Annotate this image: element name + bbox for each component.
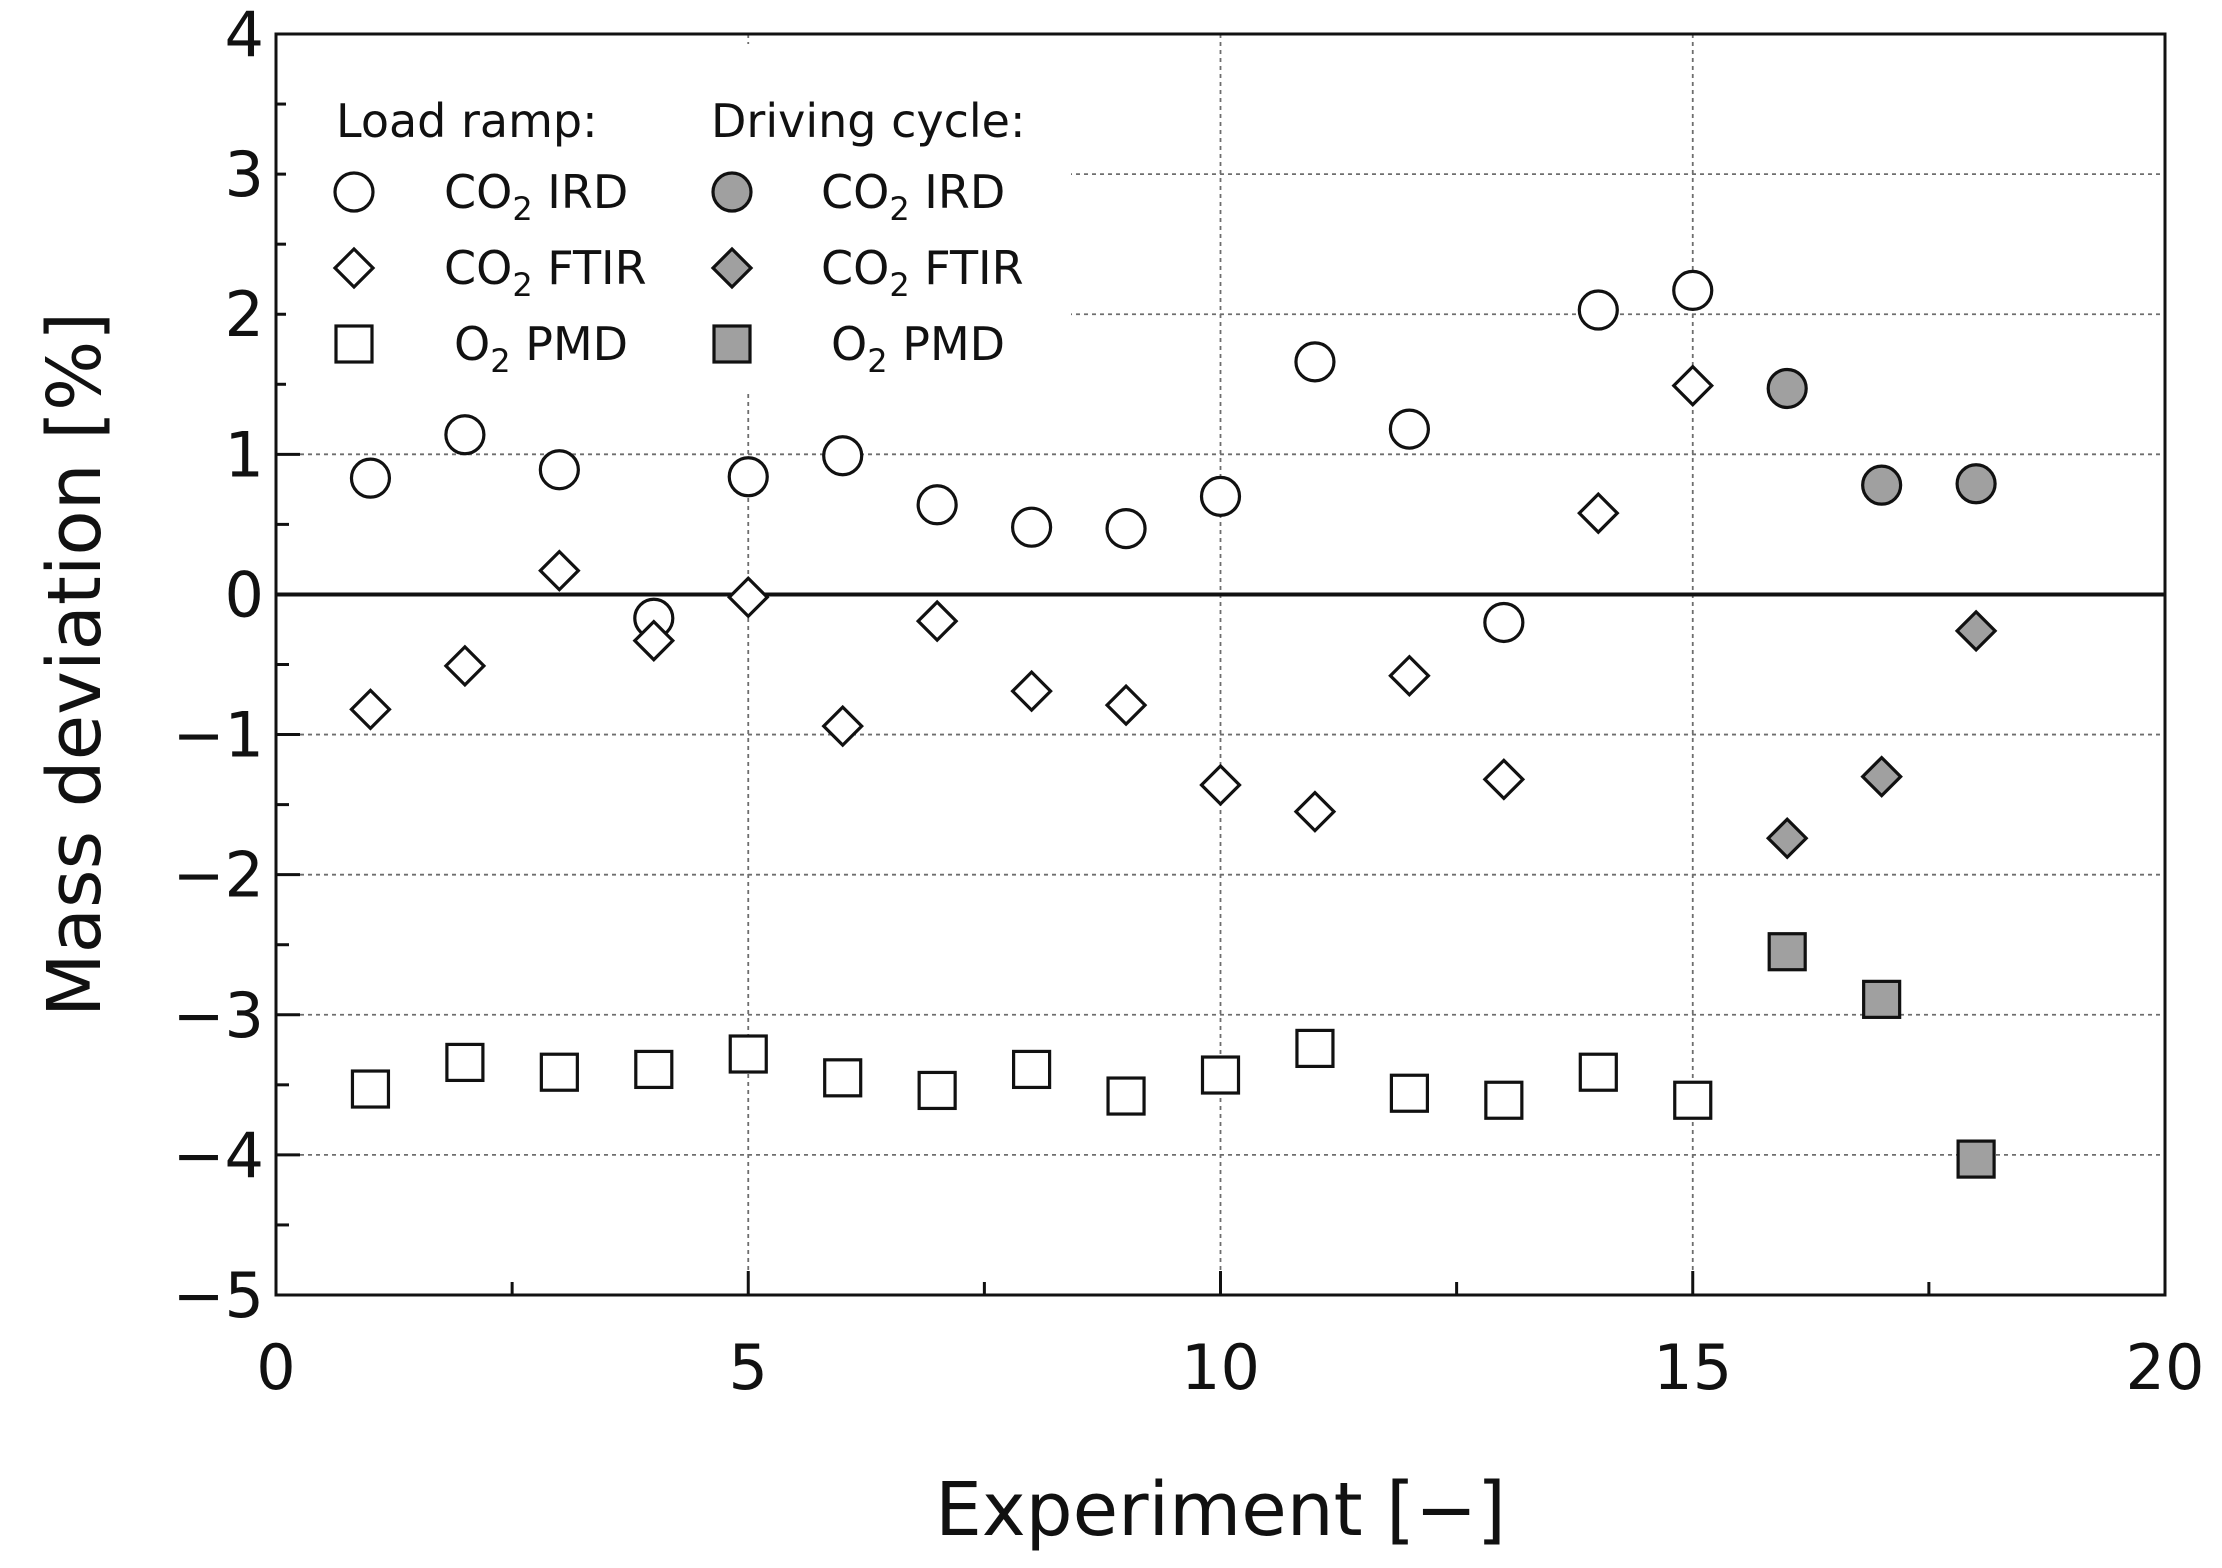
lr_co2_ird-point [1483, 601, 1525, 644]
legend-group-title: Load ramp: [336, 94, 598, 148]
lr_co2_ird-point [1294, 341, 1336, 383]
lr_o2_pmd-point [445, 1042, 485, 1083]
x-tick-label: 10 [1181, 1331, 1260, 1404]
lr_co2_ird-point [349, 457, 392, 499]
lr_co2_ftir-point [349, 688, 392, 731]
lr_o2_pmd-point [1484, 1080, 1524, 1120]
lr_co2_ird-point [1388, 408, 1431, 450]
axis-ticks [274, 32, 2167, 1297]
legend-marker-icon [334, 324, 374, 364]
y-tick-label: −3 [173, 979, 264, 1052]
dc_o2_pmd-point [1956, 1139, 1996, 1179]
lr_co2_ird-point [1672, 269, 1714, 312]
lr_o2_pmd-point [539, 1052, 579, 1092]
lr_co2_ftir-point [1388, 654, 1431, 697]
y-tick-label: −5 [173, 1259, 264, 1332]
legend-marker-icon [333, 171, 375, 213]
lr_co2_ird-point [822, 435, 864, 477]
dc_co2_ftir-point [1765, 816, 1809, 860]
legend-label: CO2 IRD [444, 165, 628, 228]
lr_co2_ird-point [916, 484, 958, 526]
data-markers [349, 269, 1998, 1179]
legend-group-title: Driving cycle: [711, 94, 1025, 148]
lr_co2_ftir-point [1104, 683, 1148, 727]
dc_co2_ird-point [1766, 367, 1808, 410]
lr_co2_ird-point [538, 449, 580, 491]
lr_co2_ftir-point [1293, 790, 1337, 833]
x-tick-label: 5 [729, 1331, 768, 1404]
lr_o2_pmd-point [917, 1070, 957, 1111]
lr_co2_ftir-point [1010, 669, 1053, 713]
lr_o2_pmd-point [1106, 1076, 1146, 1116]
lr_co2_ftir-point [726, 575, 770, 619]
x-tick-label: 20 [2126, 1331, 2205, 1404]
legend: Load ramp: Driving cycle: CO2 IRD CO2 FTIR O… [286, 44, 1071, 390]
y-tick-label: 3 [225, 138, 264, 211]
lr_o2_pmd-point [1578, 1052, 1618, 1092]
lr_co2_ird-point [444, 414, 486, 456]
legend-marker-icon [712, 324, 752, 364]
lr_co2_ird-point [1199, 475, 1242, 517]
legend-label: O2 PMD [831, 317, 1005, 380]
lr_o2_pmd-point [823, 1058, 863, 1098]
lr_co2_ftir-point [443, 644, 487, 688]
y-tick-label: 2 [225, 278, 264, 351]
dc_co2_ird-point [1861, 464, 1903, 506]
dc_co2_ird-point [1955, 463, 1997, 505]
lr_co2_ftir-point [1482, 758, 1526, 801]
dc_co2_ftir-point [1954, 609, 1998, 653]
y-tick-label: −2 [173, 839, 264, 912]
lr_co2_ird-point [727, 456, 769, 498]
lr_co2_ftir-point [632, 619, 676, 662]
legend-background [286, 44, 1071, 390]
lr_o2_pmd-point [1200, 1055, 1241, 1095]
x-axis-title: Experiment [−] [935, 1467, 1506, 1553]
lr_co2_ird-point [1105, 507, 1147, 550]
lr_o2_pmd-point [1389, 1073, 1430, 1113]
dc_o2_pmd-point [1767, 932, 1807, 972]
lr_o2_pmd-point [1011, 1049, 1052, 1090]
legend-marker-icon [711, 171, 753, 213]
legend-marker-icon [332, 246, 376, 290]
lr_o2_pmd-point [350, 1069, 391, 1109]
y-tick-label: 1 [225, 418, 264, 491]
lr_co2_ftir-point [821, 704, 864, 748]
legend-label: CO2 IRD [821, 165, 1005, 228]
y-tick-label: −4 [173, 1119, 264, 1192]
y-axis-title: Mass deviation [%] [32, 312, 118, 1017]
lr_co2_ftir-point [1577, 491, 1620, 535]
y-tick-label: −1 [173, 699, 264, 772]
lr_o2_pmd-point [634, 1049, 674, 1090]
legend-marker-icon [710, 246, 754, 290]
legend-label: CO2 FTIR [821, 241, 1024, 304]
lr_co2_ftir-point [915, 599, 959, 643]
lr_co2_ird-point [1577, 289, 1619, 331]
legend-label: O2 PMD [454, 317, 628, 380]
lr_co2_ftir-point [1199, 763, 1242, 807]
lr_o2_pmd-point [1673, 1080, 1713, 1120]
lr_co2_ftir-point [538, 549, 581, 592]
lr_co2_ird-point [1010, 506, 1053, 548]
dc_co2_ftir-point [1860, 755, 1903, 798]
dc_o2_pmd-point [1862, 979, 1902, 1019]
y-tick-label: 4 [225, 0, 264, 71]
lr_co2_ftir-point [1671, 364, 1715, 407]
x-tick-label: 0 [256, 1331, 295, 1404]
y-tick-label: 0 [225, 558, 264, 631]
legend-label: CO2 FTIR [444, 241, 647, 304]
lr_o2_pmd-point [728, 1034, 768, 1074]
lr_o2_pmd-point [1295, 1028, 1335, 1069]
x-tick-label: 15 [1653, 1331, 1732, 1404]
